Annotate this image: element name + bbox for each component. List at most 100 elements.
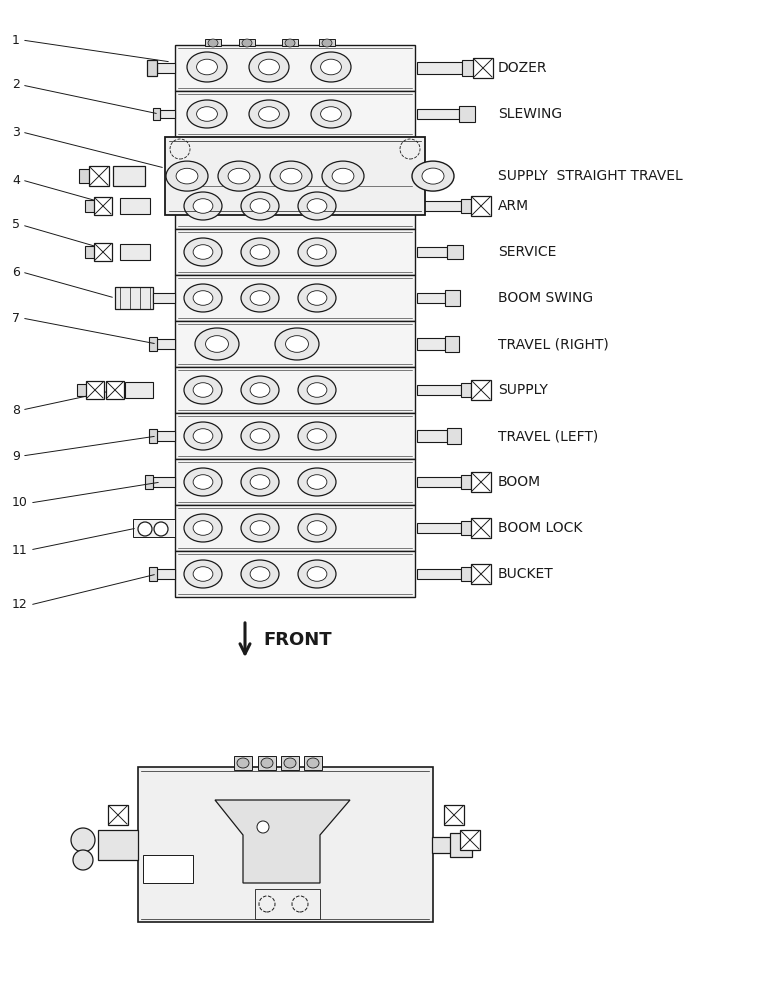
Ellipse shape [193, 567, 213, 581]
Bar [447, 428, 461, 444]
Ellipse shape [184, 192, 222, 220]
Ellipse shape [298, 238, 336, 266]
Bar [143, 855, 193, 883]
Bar [175, 229, 415, 275]
Bar [175, 183, 415, 229]
Bar [417, 569, 461, 579]
Ellipse shape [311, 100, 351, 128]
Ellipse shape [166, 161, 208, 191]
Bar [175, 505, 415, 551]
Ellipse shape [241, 560, 279, 588]
Ellipse shape [286, 336, 309, 352]
Bar [471, 472, 491, 492]
Bar [77, 384, 95, 396]
Ellipse shape [187, 52, 227, 82]
Ellipse shape [184, 560, 222, 588]
Bar [461, 567, 471, 581]
Bar [447, 245, 463, 259]
Bar [304, 756, 322, 770]
Bar [417, 477, 461, 487]
Ellipse shape [270, 161, 312, 191]
Ellipse shape [241, 376, 279, 404]
Bar [160, 110, 175, 118]
Ellipse shape [332, 168, 354, 184]
Text: SUPPLY: SUPPLY [498, 383, 548, 397]
Bar [175, 459, 415, 505]
Bar [281, 756, 299, 770]
Ellipse shape [241, 284, 279, 312]
Ellipse shape [307, 475, 327, 489]
Ellipse shape [307, 245, 327, 259]
Text: 8: 8 [12, 403, 20, 416]
Bar [175, 413, 415, 459]
Ellipse shape [320, 59, 342, 75]
Bar [85, 200, 103, 212]
Bar [79, 169, 99, 183]
Ellipse shape [193, 245, 213, 259]
Ellipse shape [187, 100, 227, 128]
Bar [157, 569, 175, 579]
Ellipse shape [307, 291, 327, 305]
Ellipse shape [206, 336, 228, 352]
Bar [461, 383, 471, 397]
Text: 2: 2 [12, 79, 20, 92]
Bar [157, 431, 175, 441]
Ellipse shape [250, 567, 270, 581]
Bar [85, 246, 103, 258]
Ellipse shape [197, 59, 217, 75]
Bar [432, 837, 464, 853]
Ellipse shape [241, 192, 279, 220]
Ellipse shape [184, 468, 222, 496]
Bar [471, 564, 491, 584]
Ellipse shape [241, 238, 279, 266]
Bar [149, 429, 157, 443]
Bar [145, 475, 153, 489]
Bar [157, 339, 175, 349]
Bar [153, 293, 175, 303]
Bar [147, 60, 157, 76]
Text: SLEWING: SLEWING [498, 107, 562, 121]
Bar [157, 63, 175, 73]
Ellipse shape [307, 758, 319, 768]
Ellipse shape [298, 560, 336, 588]
Bar [234, 756, 252, 770]
Text: 7: 7 [12, 312, 20, 324]
Ellipse shape [298, 468, 336, 496]
Text: SERVICE: SERVICE [498, 245, 556, 259]
Text: 4: 4 [12, 174, 20, 186]
Bar [445, 290, 460, 306]
Bar [175, 275, 415, 321]
Bar [473, 58, 493, 78]
Bar [108, 805, 128, 825]
Ellipse shape [298, 284, 336, 312]
Ellipse shape [284, 758, 296, 768]
Bar [113, 166, 145, 186]
Ellipse shape [259, 107, 280, 121]
Bar [471, 380, 491, 400]
Bar [258, 756, 276, 770]
Text: BOOM SWING: BOOM SWING [498, 291, 593, 305]
Ellipse shape [184, 284, 222, 312]
Ellipse shape [193, 199, 213, 213]
Ellipse shape [320, 107, 342, 121]
Text: BOOM LOCK: BOOM LOCK [498, 521, 582, 535]
Text: 11: 11 [12, 544, 28, 556]
Ellipse shape [322, 161, 364, 191]
Ellipse shape [250, 291, 270, 305]
Bar [94, 243, 112, 261]
Bar [175, 45, 415, 91]
Ellipse shape [307, 199, 327, 213]
Bar [417, 201, 461, 211]
Ellipse shape [249, 52, 289, 82]
Ellipse shape [250, 475, 270, 489]
Ellipse shape [412, 161, 454, 191]
Bar [417, 430, 447, 442]
Ellipse shape [275, 328, 319, 360]
Text: SUPPLY  STRAIGHT TRAVEL: SUPPLY STRAIGHT TRAVEL [498, 169, 683, 183]
Ellipse shape [218, 161, 260, 191]
Bar [175, 551, 415, 597]
Ellipse shape [193, 291, 213, 305]
Bar [444, 805, 464, 825]
Ellipse shape [193, 475, 213, 489]
Bar [133, 519, 175, 537]
